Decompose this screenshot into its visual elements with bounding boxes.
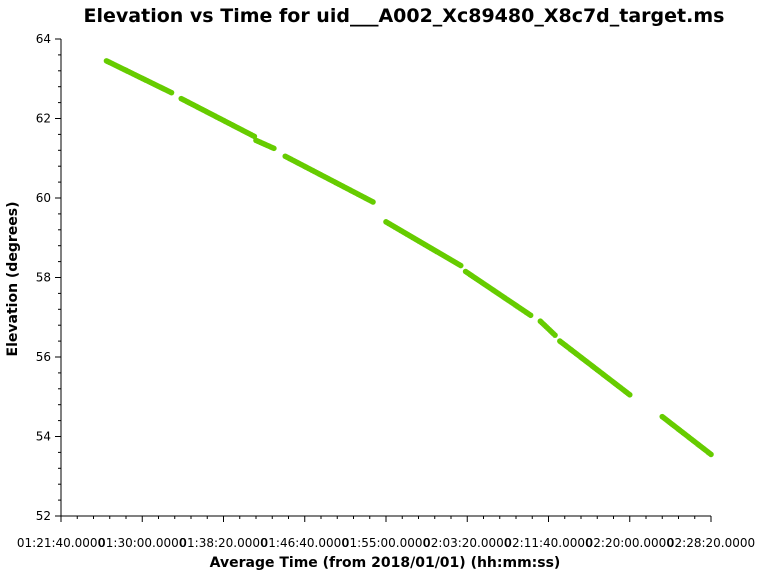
x-tick-label: 01:46:40.0000 [261,536,349,550]
x-axis-label: Average Time (from 2018/01/01) (hh:mm:ss… [210,555,561,571]
y-tick-label: 60 [36,191,51,205]
data-points [103,58,714,458]
x-tick-label: 02:11:40.0000 [504,536,592,550]
y-tick-label: 58 [36,271,51,285]
x-tick-label: 02:03:20.0000 [423,536,511,550]
data-point [168,89,175,96]
y-axis-label: Elevation (degrees) [5,202,21,357]
data-point [370,199,376,205]
y-tick-label: 54 [36,430,51,444]
y-tick-label: 64 [36,32,51,46]
y-tick-label: 52 [36,509,51,523]
x-tick-label: 02:20:00.0000 [586,536,674,550]
x-tick-label: 01:38:20.0000 [179,536,267,550]
data-point [271,145,277,152]
x-tick-label: 01:30:00.0000 [98,536,186,550]
y-tick-label: 62 [36,112,51,126]
x-tick-label: 02:28:20.0000 [667,536,755,550]
x-tick-label: 01:55:00.0000 [342,536,430,550]
data-point [457,262,464,269]
data-point [708,451,714,458]
axes: 52 54 56 58 60 62 64 01:21:40.000001:30:00.0000… [17,32,755,550]
data-point [552,332,558,338]
data-point [527,312,534,319]
chart-title: Elevation vs Time for uid___A002_Xc89480… [84,5,725,27]
x-tick-label: 01:21:40.0000 [17,536,105,550]
y-tick-label: 56 [36,350,51,364]
data-point [626,391,633,398]
